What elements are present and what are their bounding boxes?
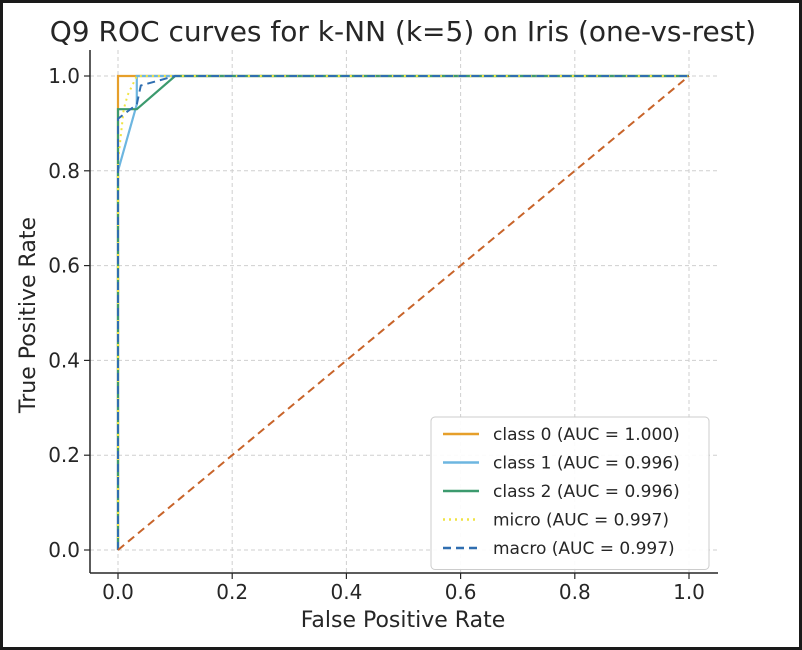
legend-label: macro (AUC = 0.997) bbox=[493, 539, 675, 559]
legend-label: class 1 (AUC = 0.996) bbox=[493, 454, 680, 474]
x-tick-label: 0.0 bbox=[102, 580, 134, 604]
y-tick-label: 1.0 bbox=[48, 64, 80, 88]
x-tick-label: 0.6 bbox=[445, 580, 477, 604]
legend-label: class 2 (AUC = 0.996) bbox=[493, 482, 680, 502]
legend-label: micro (AUC = 0.997) bbox=[493, 511, 669, 531]
chart-figure: 0.0 0.2 0.4 0.6 0.8 1.0 0.0 0.2 0.4 0.6 0.8 1.0 Q9 … bbox=[3, 3, 799, 647]
roc-chart: 0.0 0.2 0.4 0.6 0.8 1.0 0.0 0.2 0.4 0.6 0.8 1.0 Q9 … bbox=[16, 15, 756, 633]
y-axis-label: True Positive Rate bbox=[16, 217, 41, 414]
x-tick-label: 0.8 bbox=[559, 580, 591, 604]
y-tick-label: 0.8 bbox=[48, 159, 80, 183]
y-tick-label: 0.4 bbox=[48, 348, 80, 372]
axes-layer bbox=[89, 50, 718, 574]
y-tick-label: 0.2 bbox=[48, 443, 80, 467]
legend-label: class 0 (AUC = 1.000) bbox=[493, 425, 680, 445]
legend-box bbox=[430, 416, 710, 570]
x-tick-label: 0.2 bbox=[216, 580, 248, 604]
series-layer bbox=[116, 74, 690, 551]
y-tick-label: 0.6 bbox=[48, 254, 80, 278]
y-tick-label: 0.0 bbox=[48, 538, 80, 562]
x-tick-label: 1.0 bbox=[673, 580, 705, 604]
ticks-layer: 0.0 0.2 0.4 0.6 0.8 1.0 0.0 0.2 0.4 0.6 0.8 1.0 bbox=[48, 64, 705, 604]
chance-diagonal-line bbox=[117, 75, 690, 551]
x-axis-label: False Positive Rate bbox=[301, 608, 505, 633]
legend: class 0 (AUC = 1.000) class 1 (AUC = 0.99… bbox=[430, 416, 710, 570]
chart-title: Q9 ROC curves for k-NN (k=5) on Iris (on… bbox=[50, 15, 756, 48]
x-tick-label: 0.4 bbox=[330, 580, 362, 604]
